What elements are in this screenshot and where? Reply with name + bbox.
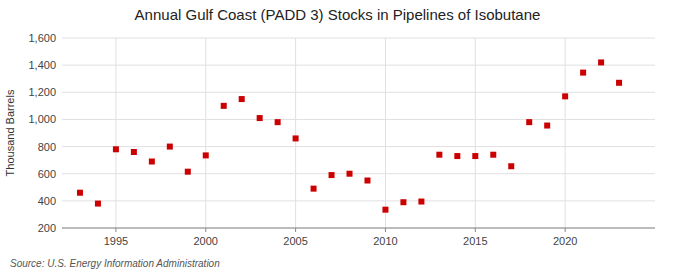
point: [580, 70, 586, 76]
x-tick-label: 2020: [553, 235, 577, 247]
x-tick: [115, 228, 116, 232]
point: [400, 199, 406, 205]
y-grid-line: [62, 38, 655, 39]
point: [454, 153, 460, 159]
x-tick-label: 1995: [104, 235, 128, 247]
x-tick-label: 2010: [373, 235, 397, 247]
grid: [62, 38, 655, 228]
point: [436, 152, 442, 158]
point: [275, 119, 281, 125]
y-grid-line: [62, 200, 655, 201]
y-grid-line: [62, 92, 655, 93]
point: [131, 149, 137, 155]
chart: Annual Gulf Coast (PADD 3) Stocks in Pip…: [0, 0, 675, 275]
point: [329, 172, 335, 178]
y-axis-label: Thousand Barrels: [4, 89, 16, 176]
y-tick-label: 800: [38, 141, 56, 153]
y-tick-label: 1,200: [28, 86, 56, 98]
point: [167, 144, 173, 150]
x-tick: [205, 228, 206, 232]
x-grid-line: [475, 38, 476, 228]
background: [0, 0, 675, 275]
y-grid-line: [62, 146, 655, 147]
point: [526, 119, 532, 125]
point: [472, 153, 478, 159]
point: [418, 199, 424, 205]
x-grid-line: [295, 38, 296, 228]
y-tick-label: 200: [38, 222, 56, 234]
point: [364, 178, 370, 184]
x-tick: [475, 228, 476, 232]
y-grid-line: [62, 173, 655, 174]
y-grid-line: [62, 65, 655, 66]
x-grid-line: [115, 38, 116, 228]
x-grid-line: [385, 38, 386, 228]
point: [293, 135, 299, 141]
y-tick-label: 400: [38, 195, 56, 207]
y-tick-label: 600: [38, 168, 56, 180]
point: [616, 80, 622, 86]
point: [239, 96, 245, 102]
x-grid-line: [565, 38, 566, 228]
point: [508, 163, 514, 169]
point: [203, 152, 209, 158]
x-axis-line: [62, 228, 655, 229]
x-tick-label: 2000: [194, 235, 218, 247]
point: [185, 169, 191, 175]
y-tick-label: 1,000: [28, 113, 56, 125]
point: [95, 201, 101, 207]
title: Annual Gulf Coast (PADD 3) Stocks in Pip…: [135, 6, 541, 23]
x-tick: [565, 228, 566, 232]
y-grid-line: [62, 228, 655, 229]
x-tick-label: 2005: [283, 235, 307, 247]
point: [490, 152, 496, 158]
x-tick-label: 2015: [463, 235, 487, 247]
point: [221, 103, 227, 109]
points: [77, 59, 622, 212]
y-tick-label: 1,600: [28, 32, 56, 44]
point: [113, 146, 119, 152]
source: Source: U.S. Energy Information Administ…: [10, 258, 220, 269]
y-grid-line: [62, 119, 655, 120]
point: [311, 186, 317, 192]
point: [598, 59, 604, 65]
x-grid-line: [205, 38, 206, 228]
x-tick: [295, 228, 296, 232]
point: [257, 115, 263, 121]
point: [382, 207, 388, 213]
point: [562, 93, 568, 99]
point: [347, 171, 353, 177]
y-tick-label: 1,400: [28, 59, 56, 71]
point: [77, 190, 83, 196]
point: [544, 123, 550, 129]
x-tick: [385, 228, 386, 232]
point: [149, 159, 155, 165]
